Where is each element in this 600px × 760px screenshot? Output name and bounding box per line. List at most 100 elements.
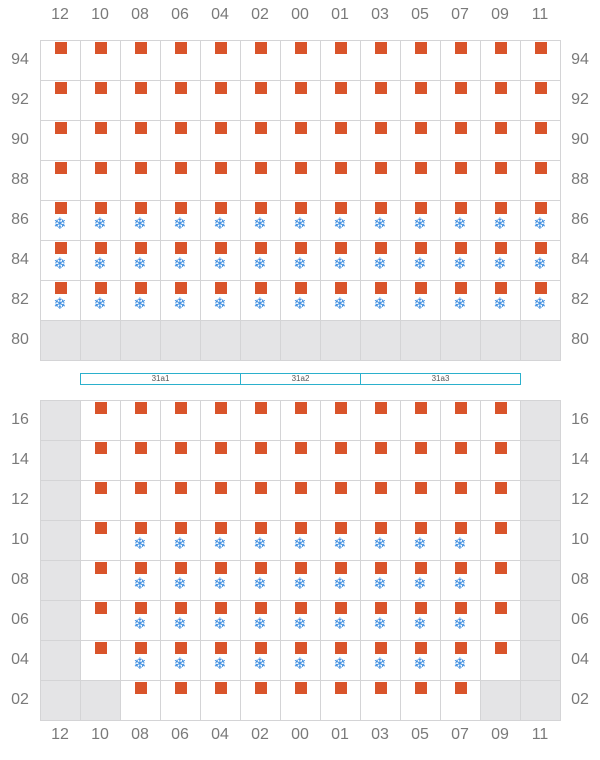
empty-slot[interactable] (400, 320, 441, 361)
container-square-icon (255, 682, 267, 694)
slot[interactable] (360, 480, 401, 521)
empty-slot[interactable] (80, 680, 121, 721)
empty-slot[interactable] (80, 320, 121, 361)
slot[interactable] (480, 560, 521, 601)
empty-slot[interactable] (320, 320, 361, 361)
snowflake-icon: ❄ (53, 254, 67, 273)
container-square-icon (95, 42, 107, 54)
container-square-icon (135, 602, 147, 614)
empty-slot[interactable] (520, 560, 561, 601)
empty-slot[interactable] (520, 440, 561, 481)
empty-slot[interactable] (120, 320, 161, 361)
slot[interactable] (200, 40, 241, 81)
hatch-cover[interactable]: 31a1 (80, 373, 241, 385)
empty-slot[interactable] (280, 320, 321, 361)
bottom-row-label-right: 06 (571, 611, 589, 628)
container-square-icon (495, 522, 507, 534)
bottom-row-label-left: 02 (11, 691, 29, 708)
snowflake-icon: ❄ (493, 294, 507, 313)
snowflake-icon: ❄ (293, 654, 307, 673)
snowflake-icon: ❄ (253, 614, 267, 633)
container-square-icon (455, 202, 467, 214)
slot[interactable] (120, 680, 161, 721)
container-square-icon (455, 562, 467, 574)
snowflake-icon: ❄ (253, 294, 267, 313)
empty-slot[interactable] (520, 600, 561, 641)
container-square-icon (95, 482, 107, 494)
container-square-icon (415, 682, 427, 694)
top-row-label-right: 92 (571, 91, 589, 108)
container-square-icon (175, 562, 187, 574)
container-square-icon (295, 602, 307, 614)
empty-slot[interactable] (480, 680, 521, 721)
container-square-icon (215, 482, 227, 494)
container-square-icon (375, 162, 387, 174)
slot[interactable] (480, 240, 521, 281)
container-square-icon (135, 402, 147, 414)
top-col-label: 02 (251, 6, 269, 23)
container-square-icon (495, 42, 507, 54)
container-square-icon (535, 42, 547, 54)
empty-slot[interactable] (40, 440, 81, 481)
slot[interactable] (240, 280, 281, 321)
container-square-icon (295, 162, 307, 174)
empty-slot[interactable] (40, 680, 81, 721)
snowflake-icon: ❄ (173, 294, 187, 313)
top-row-label-left: 80 (11, 331, 29, 348)
container-square-icon (295, 522, 307, 534)
container-square-icon (215, 642, 227, 654)
empty-slot[interactable] (40, 600, 81, 641)
empty-slot[interactable] (440, 320, 481, 361)
container-square-icon (295, 682, 307, 694)
container-square-icon (335, 642, 347, 654)
empty-slot[interactable] (200, 320, 241, 361)
top-row-label-right: 82 (571, 291, 589, 308)
empty-slot[interactable] (40, 400, 81, 441)
snowflake-icon: ❄ (213, 534, 227, 553)
snowflake-icon: ❄ (253, 574, 267, 593)
empty-slot[interactable] (520, 520, 561, 561)
container-square-icon (175, 602, 187, 614)
container-square-icon (215, 402, 227, 414)
container-square-icon (255, 282, 267, 294)
hatch-cover[interactable]: 31a3 (360, 373, 521, 385)
empty-slot[interactable] (40, 560, 81, 601)
slot[interactable] (400, 40, 441, 81)
snowflake-icon: ❄ (333, 294, 347, 313)
empty-slot[interactable] (520, 480, 561, 521)
container-square-icon (295, 642, 307, 654)
bottom-row-label-left: 14 (11, 451, 29, 468)
snowflake-icon: ❄ (173, 614, 187, 633)
top-col-label: 05 (411, 6, 429, 23)
snowflake-icon: ❄ (373, 214, 387, 233)
empty-slot[interactable] (160, 320, 201, 361)
empty-slot[interactable] (40, 480, 81, 521)
empty-slot[interactable] (360, 320, 401, 361)
empty-slot[interactable] (480, 320, 521, 361)
container-square-icon (415, 602, 427, 614)
snowflake-icon: ❄ (253, 214, 267, 233)
container-square-icon (295, 402, 307, 414)
empty-slot[interactable] (520, 400, 561, 441)
empty-slot[interactable] (520, 320, 561, 361)
container-square-icon (175, 202, 187, 214)
container-square-icon (495, 642, 507, 654)
empty-slot[interactable] (520, 640, 561, 681)
top-row-label-left: 90 (11, 131, 29, 148)
container-square-icon (175, 482, 187, 494)
empty-slot[interactable] (520, 680, 561, 721)
top-row-label-right: 90 (571, 131, 589, 148)
bottom-col-label: 11 (531, 726, 549, 743)
empty-slot[interactable] (40, 640, 81, 681)
container-square-icon (55, 42, 67, 54)
container-square-icon (335, 442, 347, 454)
hatch-cover[interactable]: 31a2 (240, 373, 361, 385)
snowflake-icon: ❄ (453, 614, 467, 633)
container-square-icon (415, 642, 427, 654)
snowflake-icon: ❄ (293, 534, 307, 553)
empty-slot[interactable] (40, 520, 81, 561)
slot[interactable] (40, 120, 81, 161)
empty-slot[interactable] (240, 320, 281, 361)
empty-slot[interactable] (40, 320, 81, 361)
container-square-icon (135, 482, 147, 494)
